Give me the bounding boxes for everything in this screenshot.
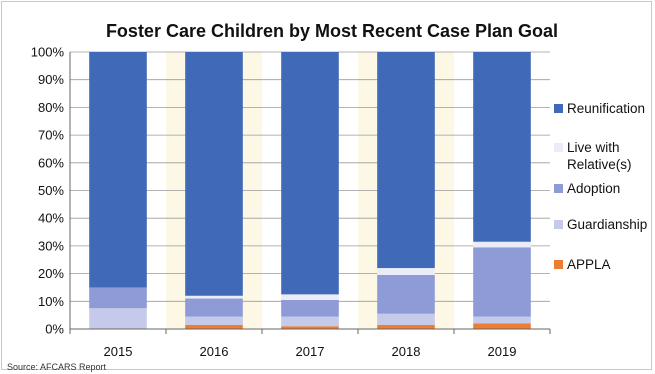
axes: 0% 10% 20% 30% 40% 50% 60% 70% 80% 90% 100% 2015 201… xyxy=(31,45,551,359)
bars xyxy=(89,52,531,329)
bar-segment xyxy=(281,52,339,295)
bar-segment xyxy=(377,52,435,269)
bar-segment xyxy=(281,299,339,317)
legend-swatch xyxy=(554,184,563,193)
legend-swatch xyxy=(554,260,563,269)
bar-segment xyxy=(89,52,147,288)
y-tick-label: 70% xyxy=(38,128,64,143)
bar-segment xyxy=(89,287,147,309)
bar-segment xyxy=(281,294,339,300)
legend: Reunification Live with Relative(s) Adoptio… xyxy=(554,101,647,272)
bar-segment xyxy=(377,313,435,325)
bar-segment xyxy=(185,295,243,299)
legend-label: Live with Relative(s) xyxy=(567,140,632,172)
bar-segment xyxy=(185,298,243,317)
y-tick-label: 30% xyxy=(38,238,64,253)
bar-segment xyxy=(89,308,147,329)
y-tick-label: 0% xyxy=(45,322,64,337)
legend-swatch xyxy=(554,220,563,229)
x-tick-label: 2015 xyxy=(104,344,133,359)
y-tick-label: 50% xyxy=(38,183,64,198)
x-tick-label: 2018 xyxy=(392,344,421,359)
y-tick-label: 20% xyxy=(38,266,64,281)
bar-segment xyxy=(185,316,243,325)
legend-label: Adoption xyxy=(567,181,620,196)
x-tick-label: 2019 xyxy=(488,344,517,359)
bar-segment xyxy=(281,316,339,327)
bar-segment xyxy=(185,52,243,296)
y-tick-label: 10% xyxy=(38,294,64,309)
y-tick-label: 90% xyxy=(38,72,64,87)
source-note: Source: AFCARS Report xyxy=(7,362,107,372)
bar-segment xyxy=(473,316,531,324)
bar-segment xyxy=(377,274,435,314)
x-tick-label: 2016 xyxy=(200,344,229,359)
bar-segment xyxy=(473,247,531,317)
y-tick-label: 100% xyxy=(31,45,65,60)
bar-segment xyxy=(473,323,531,329)
x-tick-label: 2017 xyxy=(296,344,325,359)
bar-segment xyxy=(281,326,339,329)
legend-swatch xyxy=(554,104,563,113)
y-tick-label: 80% xyxy=(38,100,64,115)
legend-label: Guardianship xyxy=(567,217,647,232)
legend-label: Reunification xyxy=(567,101,645,116)
bar-segment xyxy=(473,52,531,242)
bar-segment xyxy=(377,324,435,329)
legend-swatch xyxy=(554,143,563,152)
bar-segment xyxy=(185,324,243,329)
chart-title: Foster Care Children by Most Recent Case… xyxy=(106,21,558,41)
legend-label: APPLA xyxy=(567,257,611,272)
y-tick-label: 40% xyxy=(38,211,64,226)
y-tick-label: 60% xyxy=(38,155,64,170)
bar-segment xyxy=(377,268,435,275)
bar-segment xyxy=(473,241,531,248)
